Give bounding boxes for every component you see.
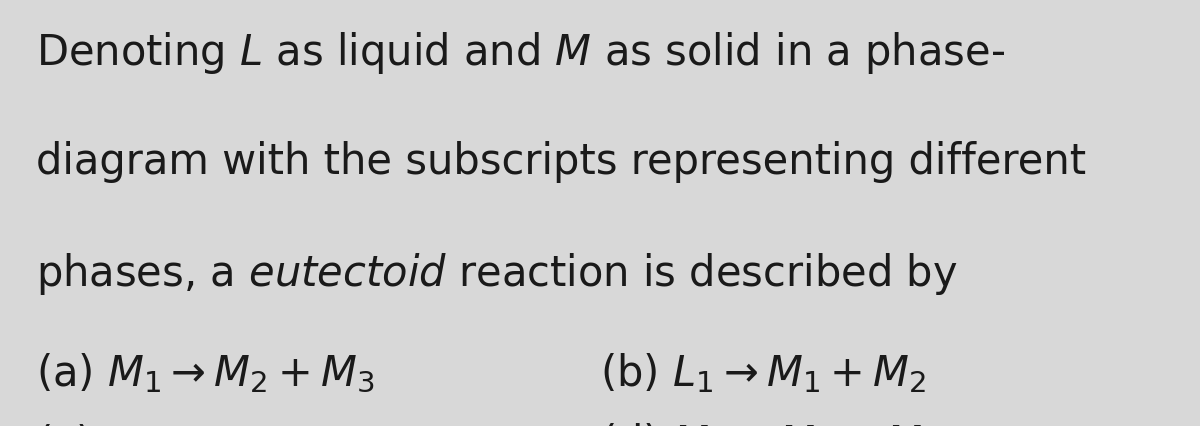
Text: phases, a $\it{eutectoid}$ reaction is described by: phases, a $\it{eutectoid}$ reaction is d… [36,251,958,297]
Text: (b) $L_1 \rightarrow M_1 + M_2$: (b) $L_1 \rightarrow M_1 + M_2$ [600,351,926,395]
Text: (c) $L_1 \rightarrow M_1 + M_2$: (c) $L_1 \rightarrow M_1 + M_2$ [36,422,359,426]
Text: Denoting $L$ as liquid and $M$ as solid in a phase-: Denoting $L$ as liquid and $M$ as solid … [36,30,1006,76]
Text: (a) $M_1 \rightarrow M_2 + M_3$: (a) $M_1 \rightarrow M_2 + M_3$ [36,351,374,394]
Text: diagram with the subscripts representing different: diagram with the subscripts representing… [36,141,1086,183]
Text: (d) $M_1 + M_2 \rightarrow M_3$: (d) $M_1 + M_2 \rightarrow M_3$ [600,422,940,426]
